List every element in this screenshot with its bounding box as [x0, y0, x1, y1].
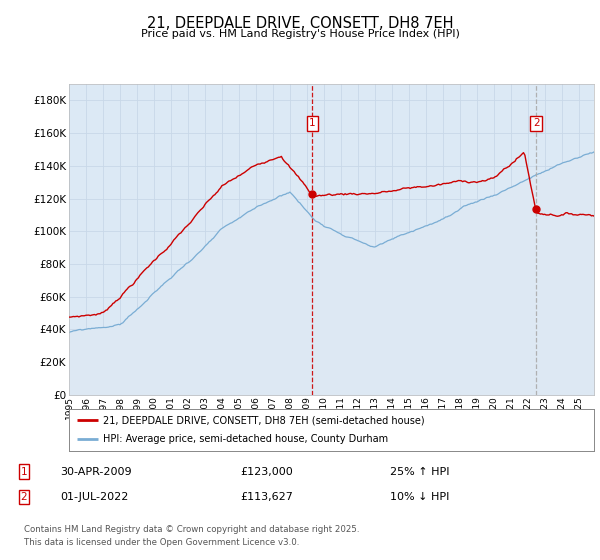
Text: HPI: Average price, semi-detached house, County Durham: HPI: Average price, semi-detached house,… [103, 435, 388, 445]
Text: 1: 1 [309, 118, 316, 128]
Text: 21, DEEPDALE DRIVE, CONSETT, DH8 7EH: 21, DEEPDALE DRIVE, CONSETT, DH8 7EH [147, 16, 453, 31]
Text: £123,000: £123,000 [240, 466, 293, 477]
Text: 01-JUL-2022: 01-JUL-2022 [60, 492, 128, 502]
Text: 25% ↑ HPI: 25% ↑ HPI [390, 466, 449, 477]
Text: 21, DEEPDALE DRIVE, CONSETT, DH8 7EH (semi-detached house): 21, DEEPDALE DRIVE, CONSETT, DH8 7EH (se… [103, 415, 425, 425]
Text: 2: 2 [533, 118, 539, 128]
Text: 1: 1 [20, 466, 28, 477]
Text: 30-APR-2009: 30-APR-2009 [60, 466, 131, 477]
Text: Contains HM Land Registry data © Crown copyright and database right 2025.
This d: Contains HM Land Registry data © Crown c… [24, 525, 359, 547]
Text: £113,627: £113,627 [240, 492, 293, 502]
Text: Price paid vs. HM Land Registry's House Price Index (HPI): Price paid vs. HM Land Registry's House … [140, 29, 460, 39]
Text: 2: 2 [20, 492, 28, 502]
Text: 10% ↓ HPI: 10% ↓ HPI [390, 492, 449, 502]
